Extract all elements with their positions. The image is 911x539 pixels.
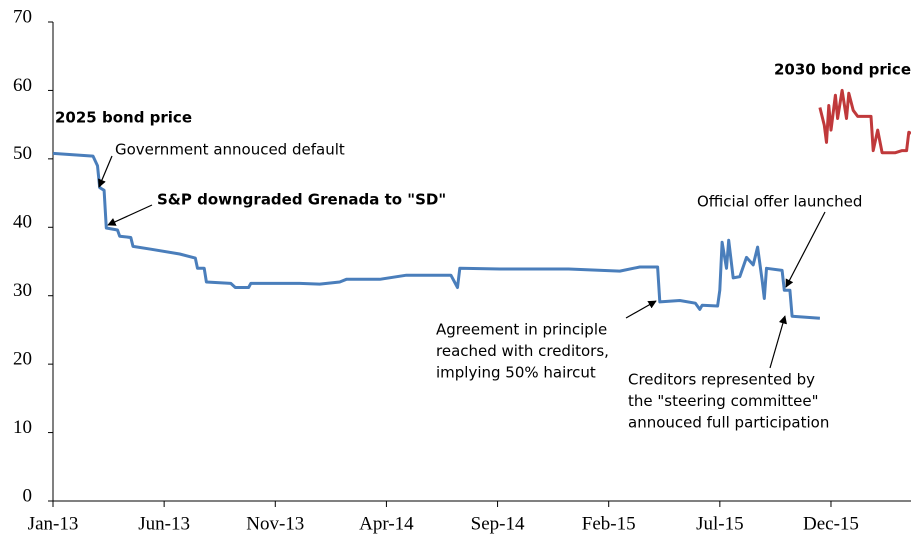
series-line [818,88,911,155]
annotation-arrow [785,211,826,288]
y-tick-label: 40 [13,212,32,233]
annotation: Government annouced default [115,141,345,159]
y-tick-label: 70 [13,6,32,27]
y-tick-label: 0 [23,485,33,506]
annotation: implying 50% haircut [436,364,596,382]
x-tick-label: Jul-15 [696,513,744,534]
x-tick-label: Dec-15 [803,513,859,534]
series-line [52,151,821,320]
annotation: Creditors represented by [628,371,815,389]
x-tick-label: Apr-14 [359,513,414,534]
x-tick-label: Sep-14 [471,513,525,534]
annotation-arrow [769,315,787,369]
x-tick-label: Jun-13 [138,513,190,534]
annotation-arrow [625,300,657,319]
x-tick-label: Nov-13 [246,513,304,534]
series-label: 2025 bond price [55,109,192,127]
annotation-arrow [98,155,113,188]
y-tick-label: 20 [13,349,32,370]
annotation: annouced full participation [628,414,829,432]
y-tick-label: 50 [13,143,32,164]
y-tick-label: 10 [13,417,32,438]
x-tick-label: Feb-15 [582,513,636,534]
annotation: Official offer launched [697,193,862,211]
y-tick-label: 30 [13,280,32,301]
x-tick-label: Jan-13 [28,513,79,534]
annotation: S&P downgraded Grenada to "SD" [157,191,446,209]
annotation: the "steering committee" [628,392,819,410]
y-tick-label: 60 [13,75,32,96]
annotation-arrow [107,204,153,226]
series-label: 2030 bond price [774,61,911,79]
annotation: Agreement in principle [436,321,607,339]
annotation: reached with creditors, [436,342,609,360]
